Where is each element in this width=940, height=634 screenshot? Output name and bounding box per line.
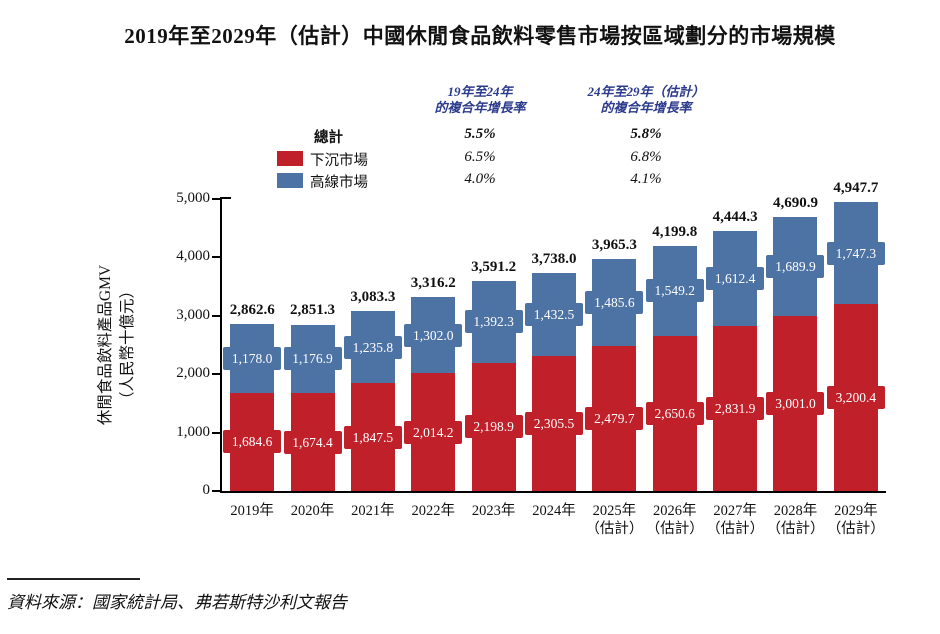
x-tick-label: 2026年 （估計） xyxy=(645,503,704,537)
total-label: 2,862.6 xyxy=(229,301,275,318)
total-label: 4,947.7 xyxy=(833,180,879,197)
total-label: 3,316.2 xyxy=(410,275,456,292)
value-badge-lower-tier: 3,200.4 xyxy=(826,386,885,410)
total-label: 4,444.3 xyxy=(712,209,758,226)
y-axis-title: 休閒食品飲料產品GMV （人民幣十億元） xyxy=(95,195,141,495)
lower-tier-swatch-icon xyxy=(277,151,303,166)
x-tick-label: 2021年 xyxy=(351,503,395,519)
total-label: 3,965.3 xyxy=(591,237,637,254)
cagr-col2-header: 24年至29年（估計） 的複合年增長率 xyxy=(552,84,740,116)
cagr-total-24-29: 5.8% xyxy=(630,126,662,142)
total-label: 3,738.0 xyxy=(531,250,577,267)
x-tick-label: 2023年 xyxy=(471,503,516,519)
value-badge-high-tier: 1,689.9 xyxy=(766,254,825,278)
value-badge-high-tier: 1,432.5 xyxy=(525,303,583,327)
x-axis-line xyxy=(220,491,886,493)
total-label: 3,591.2 xyxy=(471,259,517,276)
value-badge-high-tier: 1,747.3 xyxy=(826,241,885,265)
x-tick-label: 2029年 （估計） xyxy=(826,503,885,537)
value-badge-high-tier: 1,485.6 xyxy=(585,291,644,315)
source-text: 資料來源：國家統計局、弗若斯特沙利文報告 xyxy=(7,593,347,612)
value-badge-lower-tier: 2,479.7 xyxy=(585,407,644,431)
value-badge-lower-tier: 2,831.9 xyxy=(706,396,765,420)
x-tick-label: 2024年 xyxy=(532,503,576,519)
value-badge-lower-tier: 2,305.5 xyxy=(525,412,583,436)
total-label: 4,690.9 xyxy=(772,195,818,212)
cagr-lower-24-29: 6.8% xyxy=(630,149,662,165)
x-tick-label: 2028年 （估計） xyxy=(766,503,825,537)
y-axis-top-cap xyxy=(222,197,231,199)
y-tick-mark xyxy=(212,256,221,259)
y-tick-label: 2,000 xyxy=(176,365,210,382)
legend-row-lower-tier: 下沉市場 6.5% 6.8% xyxy=(0,149,940,169)
y-tick-mark xyxy=(212,314,221,317)
y-tick-label: 5,000 xyxy=(176,190,210,206)
y-tick-label: 4,000 xyxy=(176,248,210,265)
value-badge-lower-tier: 1,674.4 xyxy=(283,430,342,454)
cagr-high-24-29: 4.1% xyxy=(630,171,662,187)
x-tick-label: 2025年 （估計） xyxy=(585,503,644,537)
value-badge-lower-tier: 1,847.5 xyxy=(343,425,402,449)
high-tier-swatch-icon xyxy=(277,173,303,188)
value-badge-high-tier: 1,235.8 xyxy=(343,335,402,359)
cagr-col1-header-line1: 19年至24年 xyxy=(447,84,513,99)
value-badge-high-tier: 1,178.0 xyxy=(223,346,282,370)
cagr-col1-header: 19年至24年 的複合年增長率 xyxy=(398,84,562,116)
total-label: 2,851.3 xyxy=(290,302,336,319)
value-badge-lower-tier: 2,014.2 xyxy=(404,420,463,444)
x-tick-label: 2022年 xyxy=(411,503,456,519)
y-axis-title-line2: （人民幣十億元） xyxy=(119,283,136,408)
y-axis-title-line1: 休閒食品飲料產品GMV xyxy=(97,264,114,426)
total-label: 4,199.8 xyxy=(652,223,698,240)
legend-row-high-tier: 高線市場 4.0% 4.1% xyxy=(0,171,940,191)
cagr-col1-header-line2: 的複合年增長率 xyxy=(434,100,526,115)
legend-label-lower-tier: 下沉市場 xyxy=(310,153,368,169)
y-axis-line xyxy=(220,197,222,493)
value-badge-high-tier: 1,176.9 xyxy=(283,347,342,371)
x-tick-label: 2020年 xyxy=(290,503,335,519)
value-badge-high-tier: 1,302.0 xyxy=(404,323,463,347)
y-tick-label: 0 xyxy=(202,482,211,498)
y-tick-mark xyxy=(212,431,221,434)
plot-area: 1,684.6 1,178.0 2,862.6 1,674.4 1,176.9 2,851… xyxy=(222,180,886,491)
y-tick-mark xyxy=(212,490,221,492)
x-tick-label: 2019年 xyxy=(230,503,274,519)
y-tick-mark xyxy=(212,198,221,200)
value-badge-high-tier: 1,549.2 xyxy=(645,279,704,303)
y-tick-label: 3,000 xyxy=(176,306,210,323)
value-badge-lower-tier: 1,684.6 xyxy=(223,430,282,454)
value-badge-high-tier: 1,612.4 xyxy=(706,267,765,291)
cagr-high-19-24: 4.0% xyxy=(464,171,496,187)
value-badge-high-tier: 1,392.3 xyxy=(464,310,523,334)
y-tick-label: 1,000 xyxy=(176,423,210,440)
total-label: 3,083.3 xyxy=(350,288,396,305)
value-badge-lower-tier: 2,198.9 xyxy=(464,415,523,439)
source-divider xyxy=(7,578,140,580)
x-tick-label: 2027年 （估計） xyxy=(706,503,765,537)
value-badge-lower-tier: 3,001.0 xyxy=(766,391,825,415)
cagr-lower-19-24: 6.5% xyxy=(464,149,496,165)
cagr-col2-header-line2: 的複合年增長率 xyxy=(600,100,692,115)
value-badge-lower-tier: 2,650.6 xyxy=(645,402,704,426)
legend-label-high-tier: 高線市場 xyxy=(310,175,368,191)
cagr-col2-header-line1: 24年至29年（估計） xyxy=(587,84,705,99)
chart-title: 2019年至2029年（估計）中國休閒食品飲料零售市場按區域劃分的市場規模 xyxy=(124,24,836,48)
legend-row-total: 總計 5.5% 5.8% xyxy=(0,126,940,146)
cagr-total-19-24: 5.5% xyxy=(464,126,496,142)
legend-label-total: 總計 xyxy=(314,130,343,146)
y-tick-mark xyxy=(212,373,221,376)
